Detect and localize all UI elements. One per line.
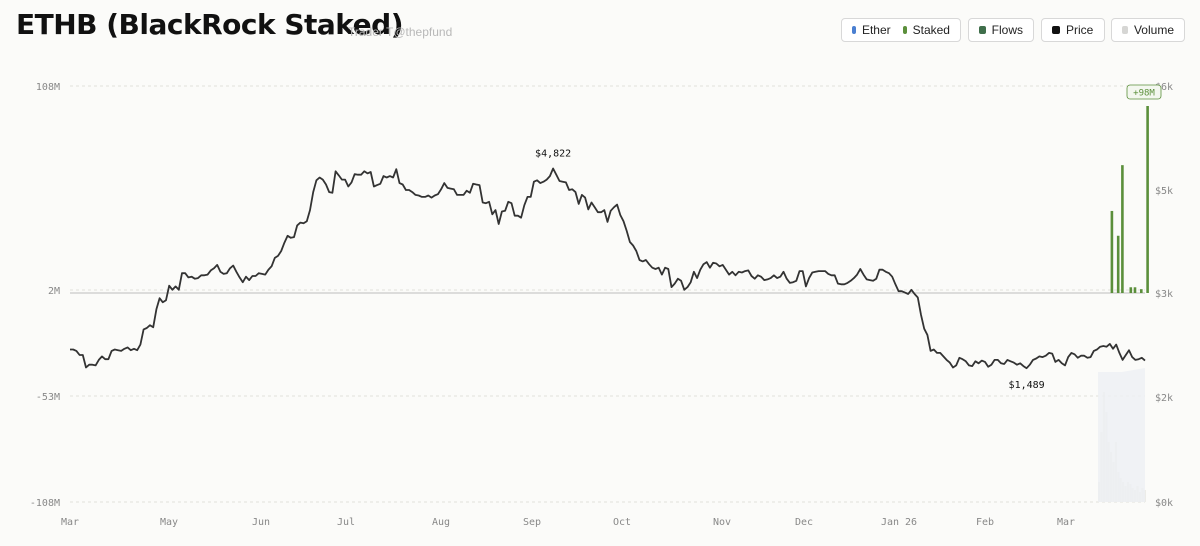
x-tick-label: May [160,517,178,528]
left-tick-label: -108M [30,498,60,509]
x-tick-label: Feb [976,517,994,528]
toggle-volume-button[interactable]: Volume [1111,18,1185,42]
price-min-label: $1,489 [1009,380,1045,391]
x-tick-label: Jun [252,517,270,528]
left-tick-label: -53M [36,392,60,403]
volume-bars [1098,368,1146,502]
toggle-ether-staked-button[interactable]: Ether Staked [841,18,961,42]
price-swatch-icon [1052,26,1060,34]
flow-bar [1133,287,1137,293]
price-label: Price [1066,23,1094,37]
toggle-price-button[interactable]: Price [1041,18,1105,42]
price-line [70,167,1146,370]
volume-swatch-icon [1122,26,1128,34]
annotations: $1,489 $4,822 +98M [535,84,1162,391]
staked-swatch-icon [902,26,907,34]
x-tick-label: Nov [713,517,731,528]
left-tick-label: 2M [48,286,60,297]
x-tick-label: Dec [795,517,813,528]
ether-swatch-icon [852,26,856,34]
flow-bar [1146,106,1149,293]
flow-bars [1110,106,1149,293]
ether-label: Ether [861,23,891,37]
volume-label: Volume [1133,23,1174,37]
right-tick-label: $6k [1155,82,1173,93]
right-tick-label: $5k [1155,186,1173,197]
flow-bar [1129,287,1133,293]
flows-label: Flows [991,23,1023,37]
x-tick-label: Mar [61,517,79,528]
toggle-flows-button[interactable]: Flows [968,18,1034,42]
staked-label: Staked [912,23,950,37]
x-tick-label: Oct [613,517,631,528]
left-tick-label: 108M [36,82,60,93]
flow-bar [1110,210,1114,293]
staked-area [1098,368,1145,502]
flow-bar [1121,165,1124,293]
price-max-label: $4,822 [535,149,571,160]
x-tick-label: Aug [432,517,450,528]
right-tick-label: $2k [1155,393,1173,404]
author-byline: Trader T@thepfund [348,25,453,39]
flows-swatch-icon [979,26,986,34]
page-title: ETHB (BlackRock Staked) [16,8,404,41]
flow-bar [1140,289,1143,293]
flow-badge [1126,84,1162,100]
axis-labels: 108M 2M -53M -108M $6k $5k $3k $2k $0k Mar May Jun J… [30,82,1173,528]
flow-bar [1116,235,1120,293]
gridlines [70,85,1145,503]
flow-badge-label: +98M [1133,89,1155,99]
right-tick-label: $0k [1155,498,1173,509]
x-tick-label: Jul [337,517,355,528]
x-tick-label: Sep [523,517,541,528]
x-tick-label: Mar [1057,517,1075,528]
x-tick-label: Jan 26 [881,517,917,528]
right-tick-label: $3k [1155,289,1173,300]
